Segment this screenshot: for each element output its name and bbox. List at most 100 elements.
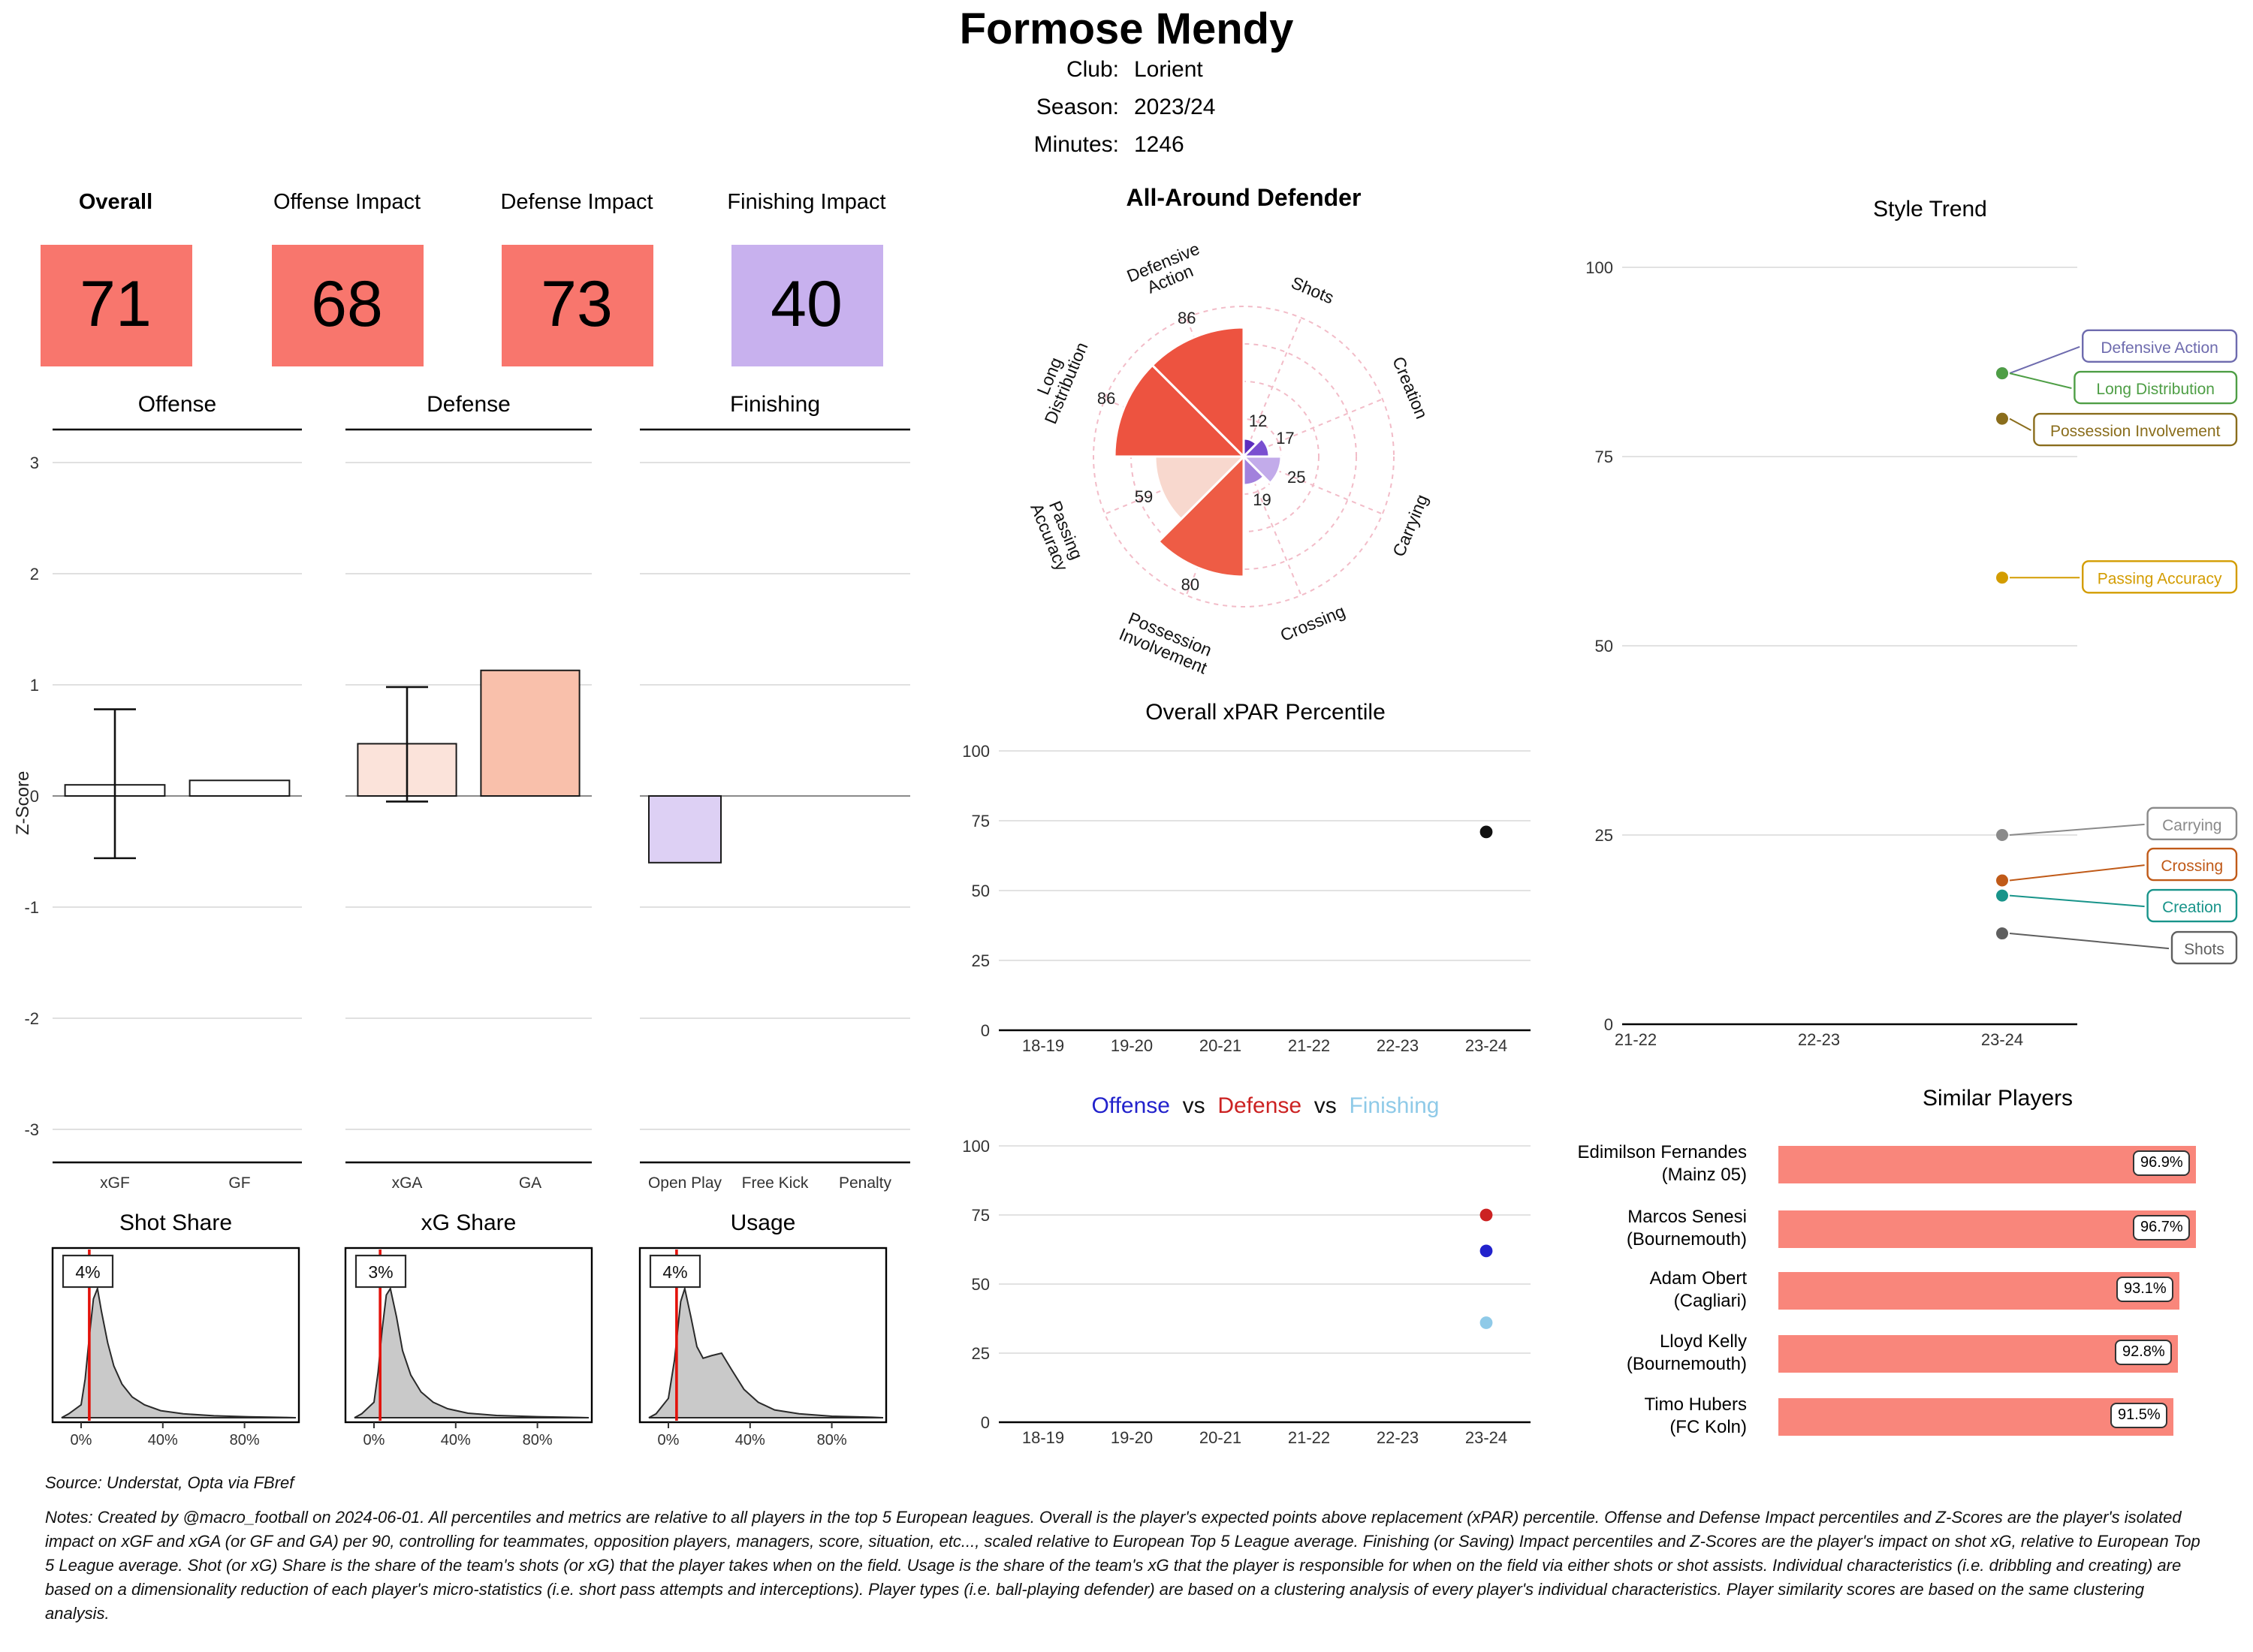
marker-value-box: [354, 1254, 407, 1289]
marker-value-box: [62, 1254, 114, 1289]
trend-label-possession-involvement: Possession Involvement: [2050, 423, 2221, 440]
similarity-score-badge: 96.9%: [2133, 1150, 2191, 1176]
odf-title-part: Defense: [1217, 1093, 1302, 1119]
odf-chart-title: Offense vs Defense vs Finishing: [969, 1093, 1562, 1119]
trend-label-box: [2170, 930, 2238, 965]
odf-title-part: Finishing: [1349, 1093, 1440, 1119]
zscore-bar-open-play: [648, 795, 722, 864]
impact-box-finishing-impact: Finishing Impact 40: [701, 189, 912, 366]
source-note: Source: Understat, Opta via FBref: [45, 1475, 294, 1493]
impact-box-label: Offense Impact: [273, 191, 421, 215]
trend-label-box: [2033, 412, 2238, 447]
similar-player-club: (Mainz 05): [1661, 1164, 1747, 1185]
similar-player-name: Timo Hubers (FC Koln): [1401, 1394, 1748, 1439]
radar-wedge-defensive-action: [1151, 326, 1245, 460]
trend-point-crossing: [1996, 874, 2008, 887]
ytick-label: 100: [962, 1137, 990, 1156]
impact-box-value: 71: [40, 245, 192, 366]
similarity-score-badge: 96.7%: [2133, 1215, 2191, 1241]
shot-share-title: Shot Share: [119, 1210, 233, 1236]
similar-player-name-line: Edimilson Fernandes: [1577, 1141, 1747, 1162]
style-trend-title: Style Trend: [1873, 197, 1987, 222]
meta-value: Lorient: [1134, 57, 1203, 83]
ytick-label: 50: [972, 1275, 990, 1294]
similar-player-bar: [1778, 1146, 2196, 1183]
zscore-category-label: xGA: [392, 1174, 423, 1192]
season-tick-label: 21-22: [1288, 1036, 1330, 1055]
impact-box-value: 40: [731, 245, 882, 366]
trend-label-defensive-action: Defensive Action: [2101, 339, 2218, 357]
radar-axis-label: Crossing: [1277, 601, 1348, 645]
impact-box-defense-impact: Defense Impact 73: [472, 189, 682, 366]
trend-label-box: [2146, 888, 2238, 923]
season-tick-label: 18-19: [1022, 1036, 1064, 1055]
season-tick-label: 18-19: [1022, 1428, 1064, 1447]
style-radar-chart: 12 Shots 17 Creation 25 Carrying 19 Crossing 80 P…: [1027, 239, 1431, 678]
radar-wedge-possession-involvement: [1157, 454, 1245, 578]
data-point-offense: [1479, 1244, 1493, 1258]
odf-title-part: Offense: [1091, 1093, 1170, 1119]
radar-wedge-long-distribution: [1113, 363, 1247, 458]
odf-title-part: vs: [1301, 1093, 1350, 1119]
trend-label-long-distribution: Long Distribution: [2096, 381, 2215, 398]
zscore-bar-gf: [189, 779, 291, 797]
player-meta-row: Season: 2023/24: [954, 89, 1344, 126]
radar-axis-label: Shots: [1289, 273, 1337, 308]
zscore-bar-charts: xGF GF -3 -2 -1 0 1 2 3 xGA GA Open Play Free Kick Pe…: [24, 428, 910, 1192]
radar-wedge-carrying: [1241, 455, 1283, 485]
meta-value: 2023/24: [1134, 95, 1216, 120]
player-meta-row: Club: Lorient: [954, 51, 1344, 89]
odf-title-part: vs: [1170, 1093, 1218, 1119]
trend-label-carrying: Carrying: [2162, 817, 2221, 834]
usage-title: Usage: [730, 1210, 796, 1236]
similar-players-title: Similar Players: [1922, 1086, 2074, 1111]
data-point-finishing: [1479, 1316, 1493, 1329]
marker-value-box: [649, 1254, 701, 1289]
ytick-label: 25: [972, 951, 990, 970]
meta-label: Season:: [1036, 95, 1119, 120]
season-tick-label: 22-23: [1377, 1036, 1419, 1055]
radar-value-label: 25: [1287, 468, 1305, 487]
zscore-ytick: 3: [30, 454, 39, 472]
radar-axis-label: PossessionInvolvement: [1117, 607, 1217, 678]
ytick-label: 100: [962, 742, 990, 761]
radar-value-label: 19: [1253, 490, 1271, 509]
density-xtick: 0%: [71, 1432, 92, 1449]
ytick-label: 50: [972, 882, 990, 900]
similar-player-club: (Cagliari): [1673, 1290, 1747, 1311]
ytick-label: 50: [1595, 637, 1613, 656]
marker-value-label: 4%: [75, 1262, 100, 1282]
zscore-bar-ga: [480, 669, 581, 797]
season-tick-label: 19-20: [1111, 1036, 1153, 1055]
ytick-label: 75: [972, 812, 990, 831]
trend-label-box: [2146, 847, 2238, 882]
zscore-ytick: 2: [30, 565, 39, 583]
xpar-percentile-chart: 0 25 50 75 100 18-19 19-20 20-21 21-22 22-23 23-24: [962, 742, 1531, 1055]
season-tick-label: 20-21: [1199, 1428, 1241, 1447]
zscore-category-label: Penalty: [839, 1174, 892, 1192]
season-tick-label: 23-24: [1465, 1428, 1507, 1447]
season-tick-label: 22-23: [1377, 1428, 1419, 1447]
radar-value-label: 80: [1181, 575, 1199, 594]
trend-point-possession-involvement: [1996, 412, 2008, 425]
similar-player-name-line: Marcos Senesi: [1627, 1206, 1747, 1227]
trend-label-shots: Shots: [2184, 941, 2224, 958]
trend-point-passing-accuracy: [1996, 571, 2008, 584]
density-xtick: 0%: [363, 1432, 385, 1449]
offense-chart-title: Offense: [137, 392, 217, 418]
meta-label: Minutes:: [1033, 132, 1119, 158]
similar-player-bar: [1778, 1210, 2196, 1248]
trend-label-crossing: Crossing: [2161, 858, 2223, 875]
density-xtick: 80%: [523, 1432, 553, 1449]
season-tick-label: 20-21: [1199, 1036, 1241, 1055]
radar-axis-label: PassingAccuracy: [1027, 493, 1089, 574]
density-xtick: 80%: [230, 1432, 260, 1449]
impact-box-value: 68: [271, 245, 423, 366]
finishing-chart-title: Finishing: [729, 392, 821, 418]
marker-value-label: 4%: [662, 1262, 687, 1282]
data-point-defense: [1479, 1208, 1493, 1222]
radar-value-label: 17: [1276, 429, 1294, 448]
impact-box-overall: Overall 71: [11, 189, 221, 366]
season-tick-label: 19-20: [1111, 1428, 1153, 1447]
